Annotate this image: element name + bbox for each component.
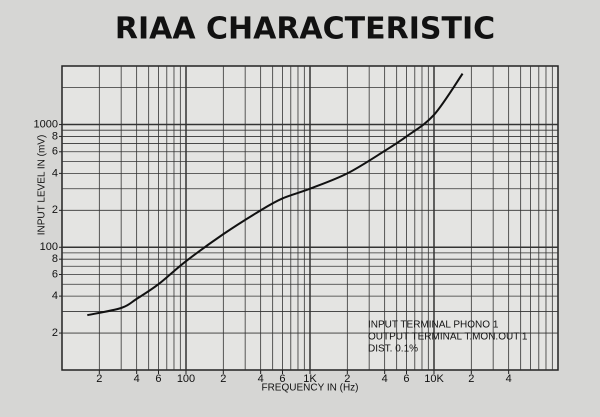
x-tick-label: 100 (177, 373, 195, 385)
annotation: INPUT TERMINAL PHONO 1 (368, 320, 499, 331)
annotation: OUTPUT TERMINAL T.MON.OUT 1 (368, 332, 528, 343)
y-tick-label: 2 (52, 327, 58, 339)
y-tick-label: 8 (52, 253, 58, 265)
x-tick-label: 6 (403, 373, 409, 385)
x-tick-label: 4 (134, 373, 140, 385)
y-tick-label: 1000 (34, 118, 58, 130)
x-tick-label: 6 (279, 373, 285, 385)
x-tick-label: 4 (382, 373, 388, 385)
annotation: DIST. 0.1% (368, 344, 418, 355)
x-axis-label: FREQUENCY IN (Hz) (261, 383, 358, 394)
x-tick-label: 2 (468, 373, 474, 385)
y-tick-label: 4 (52, 167, 58, 179)
x-tick-label: 2 (220, 373, 226, 385)
x-tick-label: 4 (258, 373, 264, 385)
curve (87, 73, 464, 317)
x-tick-label: 1K (303, 373, 317, 385)
y-tick-label: 6 (52, 268, 58, 280)
x-tick-label: 10K (424, 373, 444, 385)
chart-title: RIAA CHARACTERISTIC (115, 12, 495, 47)
y-tick-label: 2 (52, 204, 58, 216)
x-tick-label: 2 (344, 373, 350, 385)
y-axis-label: INPUT LEVEL IN (mV) (37, 135, 48, 236)
y-tick-label: 8 (52, 130, 58, 142)
x-tick-label: 2 (96, 373, 102, 385)
x-tick-label: 4 (506, 373, 512, 385)
y-tick-label: 4 (52, 290, 58, 302)
y-tick-label: 100 (40, 241, 58, 253)
x-tick-label: 6 (155, 373, 161, 385)
y-tick-label: 6 (52, 146, 58, 158)
